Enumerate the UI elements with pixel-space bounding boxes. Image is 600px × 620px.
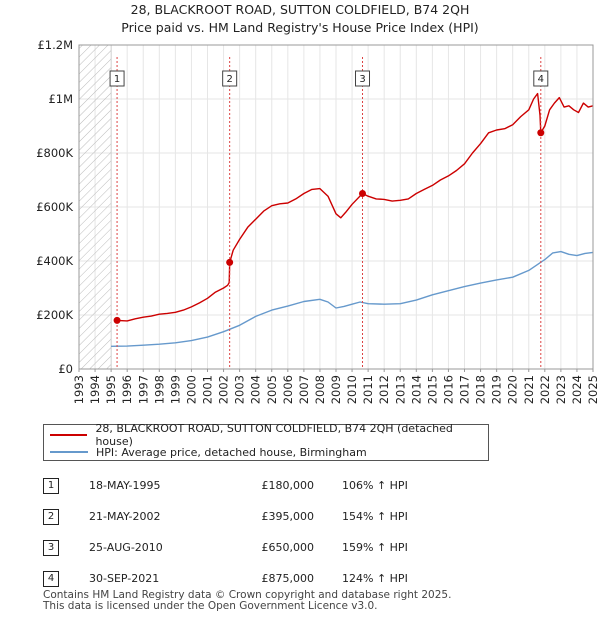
sales-table: 1 18-MAY-1995 £180,000 106% ↑ HPI 2 21-M… — [43, 470, 452, 594]
sale-date: 30-SEP-2021 — [89, 572, 160, 585]
legend-swatch-hpi — [50, 451, 88, 453]
sale-marker-box — [355, 70, 371, 87]
legend: 28, BLACKROOT ROAD, SUTTON COLDFIELD, B7… — [43, 422, 489, 461]
x-tick-label: 2015 — [425, 375, 439, 404]
y-tick-label: £600K — [36, 200, 73, 214]
x-tick-label: 2023 — [554, 375, 568, 404]
table-row: 1 18-MAY-1995 £180,000 106% ↑ HPI — [43, 470, 452, 501]
y-tick-label: £200K — [36, 308, 73, 322]
x-tick-label: 2013 — [393, 375, 407, 404]
x-tick-label: 2022 — [538, 375, 552, 404]
series-line-hpi — [111, 250, 594, 347]
legend-label-hpi: HPI: Average price, detached house, Birm… — [96, 445, 367, 459]
sale-hpi: 154% ↑ HPI — [342, 510, 408, 523]
sale-price: £180,000 — [261, 479, 315, 492]
y-tick-label: £0 — [58, 362, 73, 376]
sale-point — [359, 190, 367, 197]
x-tick-label: 2009 — [329, 375, 343, 404]
sale-marker-box — [533, 70, 549, 87]
x-tick-label: 1997 — [136, 375, 150, 404]
sale-marker-label: 1 — [114, 74, 120, 85]
x-tick-label: 2020 — [506, 375, 520, 404]
sale-marker-label: 4 — [538, 74, 544, 85]
x-tick-label: 2011 — [361, 375, 375, 404]
x-tick-label: 2003 — [233, 375, 247, 404]
sale-number: 1 — [43, 477, 59, 494]
x-tick-label: 1994 — [88, 375, 102, 404]
x-tick-label: 2008 — [313, 375, 327, 404]
chart-title: 28, BLACKROOT ROAD, SUTTON COLDFIELD, B7… — [130, 2, 470, 17]
footer-copyright: Contains HM Land Registry data © Crown c… — [43, 589, 452, 601]
x-tick-label: 1998 — [152, 375, 166, 404]
x-tick-label: 2006 — [281, 375, 295, 404]
chart-subtitle: Price paid vs. HM Land Registry's House … — [121, 20, 479, 35]
sale-marker-label: 2 — [226, 74, 232, 85]
table-row: 2 21-MAY-2002 £395,000 154% ↑ HPI — [43, 501, 452, 532]
sale-date: 25-AUG-2010 — [89, 541, 163, 554]
series-line-property — [117, 92, 594, 322]
sale-marker-label: 3 — [359, 74, 365, 85]
sale-hpi: 106% ↑ HPI — [342, 479, 408, 492]
x-tick-label: 2005 — [265, 375, 279, 404]
x-tick-label: 2025 — [586, 375, 600, 404]
sale-price: £650,000 — [261, 541, 315, 554]
x-tick-label: 2001 — [201, 375, 215, 404]
table-row: 3 25-AUG-2010 £650,000 159% ↑ HPI — [43, 532, 452, 563]
legend-label-property: 28, BLACKROOT ROAD, SUTTON COLDFIELD, B7… — [95, 422, 453, 448]
legend-item-hpi: HPI: Average price, detached house, Birm… — [50, 444, 367, 460]
table-row: 4 30-SEP-2021 £875,000 124% ↑ HPI — [43, 563, 452, 594]
x-tick-label: 2016 — [441, 375, 455, 404]
sale-number: 2 — [43, 508, 59, 525]
x-tick-label: 2021 — [522, 375, 536, 404]
sale-date: 18-MAY-1995 — [89, 479, 161, 492]
legend-item-property: 28, BLACKROOT ROAD, SUTTON COLDFIELD, B7… — [50, 422, 488, 448]
x-tick-label: 2004 — [249, 375, 263, 404]
y-tick-label: £1.2M — [37, 38, 73, 52]
y-tick-label: £800K — [36, 146, 73, 160]
x-tick-label: 2017 — [458, 375, 472, 404]
sale-hpi: 124% ↑ HPI — [342, 572, 408, 585]
sale-marker-box — [109, 70, 125, 87]
sale-hpi: 159% ↑ HPI — [342, 541, 408, 554]
x-tick-label: 2018 — [474, 375, 488, 404]
sale-date: 21-MAY-2002 — [89, 510, 161, 523]
y-tick-label: £400K — [36, 254, 73, 268]
sale-number: 3 — [43, 539, 59, 556]
x-tick-label: 2012 — [377, 375, 391, 404]
sale-point — [537, 129, 545, 137]
x-tick-label: 2024 — [570, 375, 584, 404]
sale-marker-box — [222, 70, 238, 87]
y-tick-label: £1M — [48, 92, 73, 106]
sale-price: £395,000 — [261, 510, 315, 523]
sale-point — [113, 316, 121, 324]
legend-swatch-property — [50, 434, 88, 436]
footer-license: This data is licensed under the Open Gov… — [43, 600, 378, 612]
x-tick-label: 2010 — [345, 375, 359, 404]
x-tick-label: 1995 — [104, 375, 118, 404]
x-tick-label: 2000 — [184, 375, 198, 404]
sale-number: 4 — [43, 570, 59, 587]
x-tick-label: 2014 — [409, 375, 423, 404]
x-tick-label: 1993 — [72, 375, 86, 404]
x-tick-label: 1996 — [120, 375, 134, 404]
footer: Contains HM Land Registry data © Crown c… — [43, 590, 451, 612]
sale-price: £875,000 — [261, 572, 315, 585]
no-data-region — [78, 44, 112, 370]
x-tick-label: 2019 — [490, 375, 504, 404]
sale-point — [226, 258, 234, 266]
x-tick-label: 2007 — [297, 375, 311, 404]
x-tick-label: 1999 — [168, 375, 182, 404]
x-tick-label: 2002 — [217, 375, 231, 404]
